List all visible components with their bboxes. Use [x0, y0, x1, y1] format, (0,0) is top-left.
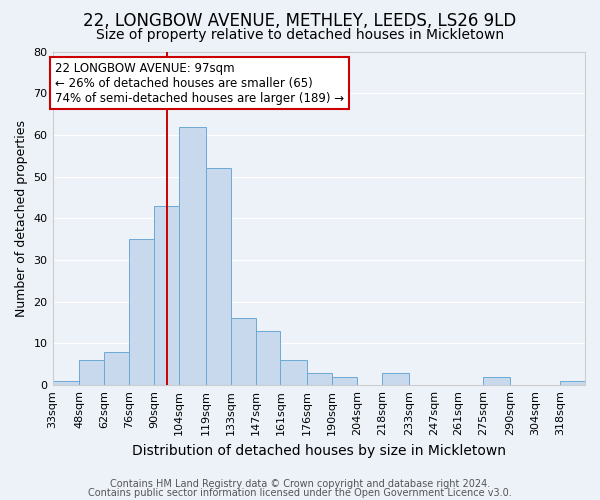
Bar [206, 168, 230, 385]
Bar [332, 377, 357, 385]
Bar [129, 239, 154, 385]
Bar [230, 318, 256, 385]
Bar [484, 377, 510, 385]
Text: 22, LONGBOW AVENUE, METHLEY, LEEDS, LS26 9LD: 22, LONGBOW AVENUE, METHLEY, LEEDS, LS26… [83, 12, 517, 30]
Bar [79, 360, 104, 385]
Text: Size of property relative to detached houses in Mickletown: Size of property relative to detached ho… [96, 28, 504, 42]
Bar [53, 381, 79, 385]
Text: Contains HM Land Registry data © Crown copyright and database right 2024.: Contains HM Land Registry data © Crown c… [110, 479, 490, 489]
Bar [154, 206, 179, 385]
Bar [560, 381, 585, 385]
Bar [256, 331, 280, 385]
Bar [307, 372, 332, 385]
Bar [179, 126, 206, 385]
Text: 22 LONGBOW AVENUE: 97sqm
← 26% of detached houses are smaller (65)
74% of semi-d: 22 LONGBOW AVENUE: 97sqm ← 26% of detach… [55, 62, 344, 104]
Y-axis label: Number of detached properties: Number of detached properties [15, 120, 28, 317]
Bar [280, 360, 307, 385]
X-axis label: Distribution of detached houses by size in Mickletown: Distribution of detached houses by size … [132, 444, 506, 458]
Text: Contains public sector information licensed under the Open Government Licence v3: Contains public sector information licen… [88, 488, 512, 498]
Bar [104, 352, 129, 385]
Bar [382, 372, 409, 385]
